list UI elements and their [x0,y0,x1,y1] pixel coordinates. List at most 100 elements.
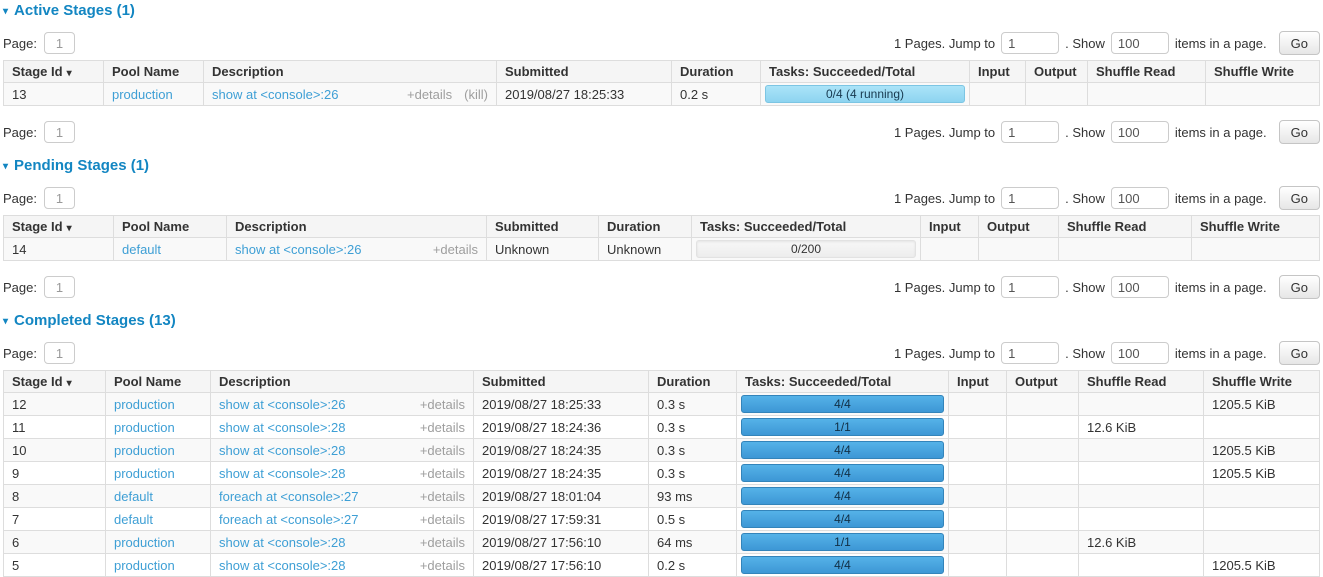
show-items-input[interactable] [1110,276,1169,298]
details-toggle[interactable]: +details [419,557,465,573]
details-toggle[interactable]: +details [419,511,465,527]
jump-to-input[interactable] [1001,121,1060,143]
pending-stages-title-toggle[interactable]: ▾ Pending Stages (1) [3,157,1320,174]
pool-name-link[interactable]: production [114,396,175,412]
col-header-stage-id[interactable]: Stage Id ▾ [3,215,114,238]
details-toggle[interactable]: +details [407,86,453,102]
col-header-input[interactable]: Input [920,215,979,238]
jump-to-input[interactable] [1001,342,1060,364]
go-button[interactable]: Go [1278,31,1320,55]
details-toggle[interactable]: +details [432,241,478,257]
col-header-submitted[interactable]: Submitted [473,370,649,393]
col-header-stage-id[interactable]: Stage Id ▾ [3,370,106,393]
col-header-description[interactable]: Description [226,215,487,238]
pool-name-link[interactable]: production [114,419,175,435]
pool-name-link[interactable]: production [112,86,173,102]
col-header-description[interactable]: Description [203,60,497,83]
jump-to-input[interactable] [1001,32,1060,54]
active-stages-title-toggle[interactable]: ▾ Active Stages (1) [3,2,1320,19]
page-input[interactable] [43,121,75,143]
description-link[interactable]: show at <console>:26 [235,241,362,257]
details-toggle[interactable]: +details [419,396,465,412]
details-toggle[interactable]: +details [419,488,465,504]
col-header-submitted[interactable]: Submitted [486,215,599,238]
col-header-shuffle-write[interactable]: Shuffle Write [1205,60,1320,83]
show-items-input[interactable] [1110,121,1169,143]
description-link[interactable]: foreach at <console>:27 [219,488,359,504]
details-toggle[interactable]: +details [419,442,465,458]
kill-link[interactable]: (kill) [464,86,488,102]
col-header-duration[interactable]: Duration [648,370,737,393]
go-button[interactable]: Go [1278,341,1320,365]
input-cell [948,530,1007,554]
col-header-tasks-succeeded-total[interactable]: Tasks: Succeeded/Total [736,370,949,393]
items-per-page-label: items in a page. [1174,190,1267,206]
col-header-submitted[interactable]: Submitted [496,60,672,83]
pool-name-link[interactable]: default [122,241,162,257]
description-link[interactable]: show at <console>:26 [219,396,346,412]
shuffle-read-cell [1078,461,1204,485]
pool-name-link[interactable]: default [114,488,154,504]
description-actions: +details [433,242,478,257]
jump-to-input[interactable] [1001,276,1060,298]
items-per-page-label: items in a page. [1174,35,1267,51]
task-progress-bar: 0/200 [696,240,916,258]
page-input[interactable] [43,276,75,298]
col-header-input[interactable]: Input [948,370,1007,393]
description-link[interactable]: show at <console>:28 [219,465,346,481]
completed-stages-title-toggle[interactable]: ▾ Completed Stages (13) [3,312,1320,329]
col-header-shuffle-write[interactable]: Shuffle Write [1191,215,1320,238]
section-title: Pending Stages (1) [14,157,150,174]
page-input[interactable] [43,342,75,364]
col-header-output[interactable]: Output [1025,60,1088,83]
col-header-output[interactable]: Output [978,215,1059,238]
col-header-description[interactable]: Description [210,370,474,393]
details-toggle[interactable]: +details [419,534,465,550]
pool-name-link[interactable]: production [114,465,175,481]
page-input[interactable] [43,187,75,209]
col-header-duration[interactable]: Duration [671,60,761,83]
col-header-pool-name[interactable]: Pool Name [103,60,204,83]
col-header-shuffle-read[interactable]: Shuffle Read [1087,60,1206,83]
pool-name-link[interactable]: default [114,511,154,527]
description-link[interactable]: show at <console>:28 [219,534,346,550]
input-cell [948,461,1007,485]
tasks-cell: 1/1 [736,530,949,554]
pool-name-link[interactable]: production [114,442,175,458]
col-header-input[interactable]: Input [969,60,1026,83]
go-button[interactable]: Go [1278,120,1320,144]
show-items-input[interactable] [1110,32,1169,54]
details-toggle[interactable]: +details [419,465,465,481]
shuffle-read-cell [1058,237,1192,261]
description-link[interactable]: show at <console>:28 [219,442,346,458]
col-header-output[interactable]: Output [1006,370,1079,393]
col-header-pool-name[interactable]: Pool Name [105,370,211,393]
show-items-input[interactable] [1110,187,1169,209]
col-header-shuffle-write[interactable]: Shuffle Write [1203,370,1320,393]
col-header-shuffle-read[interactable]: Shuffle Read [1058,215,1192,238]
col-header-duration[interactable]: Duration [598,215,692,238]
col-header-shuffle-read[interactable]: Shuffle Read [1078,370,1204,393]
show-items-input[interactable] [1110,342,1169,364]
description-link[interactable]: show at <console>:28 [219,557,346,573]
go-button[interactable]: Go [1278,275,1320,299]
description-link[interactable]: show at <console>:26 [212,86,339,102]
pool-name-cell: production [103,82,204,106]
description-cell: show at <console>:28 +details [210,415,474,439]
col-header-pool-name[interactable]: Pool Name [113,215,227,238]
submitted-cell: 2019/08/27 18:24:36 [473,415,649,439]
pool-name-link[interactable]: production [114,557,175,573]
table-row-stage-5: 5 production show at <console>:28 +details 2… [3,553,1320,577]
page-input[interactable] [43,32,75,54]
header-row: Stage Id ▾ Pool Name Description Submitted Du… [3,60,1320,83]
col-header-stage-id[interactable]: Stage Id ▾ [3,60,104,83]
pool-name-link[interactable]: production [114,534,175,550]
description-link[interactable]: show at <console>:28 [219,419,346,435]
go-button[interactable]: Go [1278,186,1320,210]
col-header-tasks-succeeded-total[interactable]: Tasks: Succeeded/Total [760,60,970,83]
details-toggle[interactable]: +details [419,419,465,435]
task-progress-bar: 1/1 [741,418,944,436]
col-header-tasks-succeeded-total[interactable]: Tasks: Succeeded/Total [691,215,921,238]
jump-to-input[interactable] [1001,187,1060,209]
description-link[interactable]: foreach at <console>:27 [219,511,359,527]
